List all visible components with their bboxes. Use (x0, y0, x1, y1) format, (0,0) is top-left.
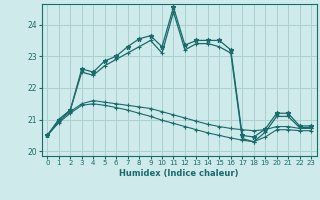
X-axis label: Humidex (Indice chaleur): Humidex (Indice chaleur) (119, 169, 239, 178)
